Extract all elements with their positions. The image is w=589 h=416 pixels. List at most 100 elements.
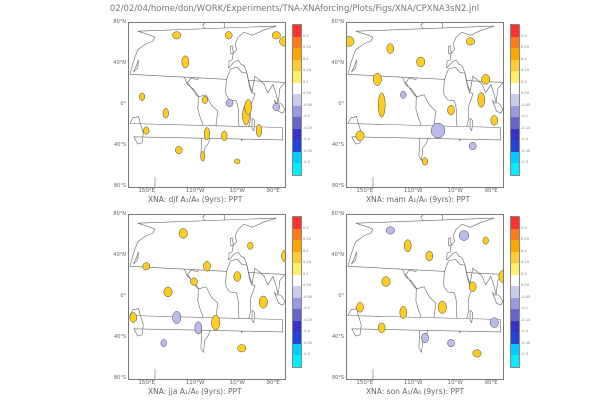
positive-anomaly-patch: [437, 300, 447, 314]
latitude-label: 80°S: [331, 183, 344, 189]
colorbar-tick-label: 0.1: [521, 271, 527, 276]
latitude-label: 80°S: [331, 375, 344, 381]
latitude-label: 0°: [120, 101, 126, 107]
latitude-label: 80°N: [331, 19, 344, 25]
colorbar-swatch: [293, 343, 301, 356]
coastline: [273, 291, 285, 306]
positive-anomaly-patch: [477, 92, 486, 108]
colorbar-swatch: [511, 263, 519, 275]
positive-anomaly-patch: [498, 270, 503, 283]
positive-anomaly-patch: [201, 95, 208, 104]
positive-anomaly-patch: [203, 261, 211, 272]
negative-anomaly-patch: [468, 142, 477, 150]
colorbar-swatch: [511, 140, 519, 152]
coastline: [443, 66, 474, 142]
positive-anomaly-patch: [143, 126, 150, 135]
longitude-label: 150°E: [356, 380, 374, 386]
coastline: [351, 251, 357, 265]
colorbar-tick-label: -0.1: [303, 114, 311, 119]
positive-anomaly-patch: [416, 56, 426, 68]
map-canvas: [347, 215, 503, 379]
positive-anomaly-patch: [271, 31, 281, 40]
positive-anomaly-patch: [481, 74, 491, 85]
coastline: [469, 309, 474, 324]
colorbar-tick-label: -0.05: [303, 294, 313, 299]
colorbar-tick-label: 0.2: [521, 56, 527, 61]
map-canvas: [129, 215, 285, 379]
negative-anomaly-patch: [272, 103, 281, 111]
longitude-label: 90°E: [266, 380, 280, 386]
positive-anomaly-patch: [347, 36, 355, 47]
positive-anomaly-patch: [377, 92, 386, 118]
colorbar-swatch: [511, 59, 519, 72]
colorbar-tick-label: 0.25: [303, 45, 312, 50]
colorbar-tick-label: -0.2: [521, 137, 529, 142]
colorbar-swatch: [293, 297, 301, 310]
colorbar-swatch: [511, 117, 519, 129]
negative-anomaly-patch: [194, 321, 203, 335]
colorbar-swatch: [293, 320, 301, 333]
coastline: [251, 117, 256, 132]
latitude-label: 0°: [338, 101, 344, 107]
colorbar-tick-label: -0.25: [521, 340, 531, 345]
colorbar-swatch: [511, 105, 519, 118]
positive-anomaly-patch: [175, 146, 183, 155]
longitude-label: 110°W: [403, 188, 423, 194]
positive-anomaly-patch: [425, 250, 434, 262]
positive-anomaly-patch: [138, 92, 146, 101]
colorbar-tick-label: 0.3: [521, 225, 527, 230]
colorbar-tick-label: 0.25: [521, 45, 530, 50]
positive-anomaly-patch: [234, 158, 241, 165]
coastline: [347, 25, 503, 104]
colorbar-swatch: [511, 25, 519, 37]
colorbar-tick-label: -0.3: [521, 160, 529, 165]
map-canvas: [347, 23, 503, 187]
colorbar-swatch: [511, 48, 519, 60]
coastline: [491, 291, 503, 306]
world-map: [128, 22, 286, 188]
colorbar-swatch: [293, 151, 301, 164]
colorbar-swatch: [293, 140, 301, 152]
negative-anomaly-patch: [458, 230, 470, 241]
colorbar-tick-label: -0.05: [521, 102, 531, 107]
colorbar-swatch: [511, 355, 519, 367]
longitude-label: 150°E: [138, 188, 156, 194]
positive-anomaly-patch: [172, 31, 182, 40]
colorbar-swatch: [511, 36, 519, 49]
panel-caption: XNA: son A₁/A₀ (9yrs): PPT: [366, 387, 465, 396]
colorbar-swatch: [511, 251, 519, 264]
positive-anomaly-patch: [211, 314, 221, 331]
colorbar-swatch: [511, 82, 519, 95]
colorbar-swatch: [511, 240, 519, 252]
coastline: [469, 117, 474, 132]
world-map: [346, 214, 504, 380]
plot-path-header: 02/02/04/home/don/WORK/Experiments/TNA-X…: [109, 4, 480, 14]
coastline: [225, 258, 256, 334]
positive-anomaly-patch: [381, 276, 391, 287]
colorbar-tick-label: -0.3: [303, 160, 311, 165]
colorbar-swatch: [293, 309, 301, 321]
positive-anomaly-patch: [178, 228, 188, 239]
colorbar-swatch: [293, 59, 301, 72]
colorbar: [292, 216, 302, 368]
colorbar-tick-label: -0.25: [521, 148, 531, 153]
positive-anomaly-patch: [421, 157, 429, 166]
colorbar-tick-label: 0.3: [303, 33, 309, 38]
positive-anomaly-patch: [447, 104, 455, 116]
longitude-label: 110°W: [403, 380, 423, 386]
colorbar-tick-label: -0.15: [303, 317, 313, 322]
latitude-label: 0°: [120, 293, 126, 299]
latitude-label: 40°S: [113, 142, 126, 148]
negative-anomaly-patch: [421, 332, 429, 344]
negative-anomaly-patch: [400, 90, 407, 99]
latitude-label: 80°N: [113, 19, 126, 25]
colorbar-tick-label: -0.15: [521, 317, 531, 322]
latitude-label: 40°N: [331, 60, 344, 66]
colorbar-tick-label: -0.15: [521, 125, 531, 130]
colorbar-swatch: [293, 240, 301, 252]
colorbar-tick-label: 0.3: [303, 225, 309, 230]
colorbar: [510, 24, 520, 176]
positive-anomaly-patch: [181, 55, 190, 69]
longitude-label: 10°W: [229, 380, 245, 386]
panel-caption: XNA: djf A₁/A₀ (9yrs): PPT: [148, 195, 243, 204]
